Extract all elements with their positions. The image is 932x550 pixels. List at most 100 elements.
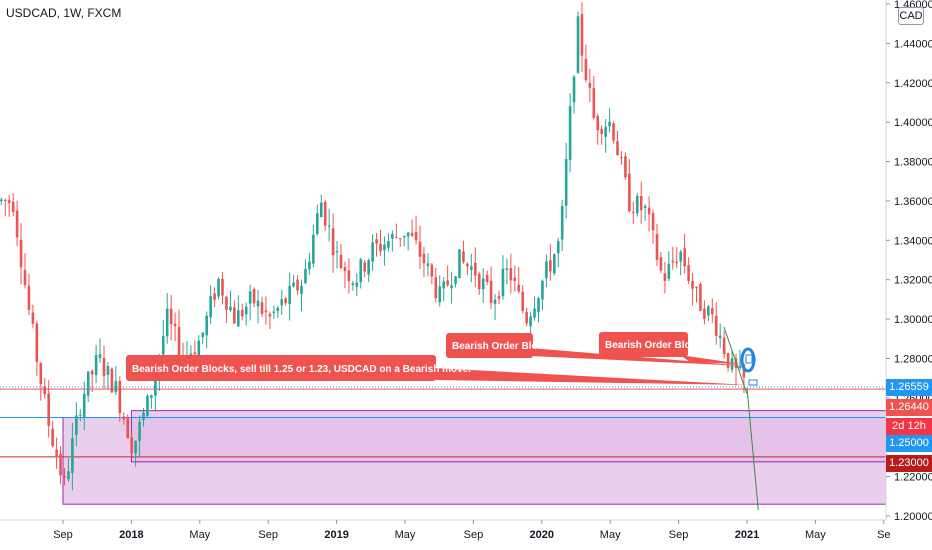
y-tick-label: 1.44000: [894, 38, 932, 50]
candle-body: [395, 237, 398, 239]
candle-body: [161, 335, 165, 355]
candle-body: [580, 14, 584, 56]
time-axis[interactable]: Sep 2018 May Sep 2019 May Sep 2020 May Sep 2021 May…: [53, 520, 891, 541]
callout-a-text: Bearish Order Block: [452, 341, 549, 352]
candle-body: [414, 232, 418, 241]
candle-body: [454, 276, 457, 285]
candle-body: [79, 414, 82, 416]
level-1-price-tag: 1.26440: [886, 399, 932, 416]
candle-body: [169, 308, 173, 325]
y-tick-label: 1.40000: [894, 117, 932, 129]
candle-body: [367, 260, 370, 275]
candle-body: [268, 313, 272, 317]
candle-body: [276, 307, 280, 312]
candle-body: [237, 310, 240, 327]
candle-body: [47, 393, 50, 426]
candle-body: [588, 83, 592, 88]
candle-body: [248, 291, 252, 304]
candle-body: [59, 453, 62, 476]
x-tick-label: May: [805, 529, 826, 541]
callout-b-pointer: [680, 355, 742, 364]
candle-body: [391, 233, 394, 239]
candle-body: [118, 381, 122, 414]
candle-body: [438, 286, 442, 303]
level-3-price-tag: 1.23000: [886, 455, 932, 472]
candle-body: [722, 337, 726, 355]
overlay-layer: [723, 326, 759, 511]
candle-body: [146, 395, 149, 417]
projection-line[interactable]: [746, 387, 759, 511]
candle-body: [470, 266, 473, 270]
candle-body: [173, 323, 177, 327]
x-tick-label: May: [395, 529, 416, 541]
y-tick-label: 1.46000: [894, 0, 932, 11]
candle-body: [312, 234, 315, 264]
candle-body: [272, 311, 276, 313]
candle-body: [359, 259, 363, 283]
x-tick-label: May: [600, 529, 621, 541]
candle-body: [142, 412, 145, 421]
candle-body: [422, 253, 426, 264]
symbol-title: USDCAD, 1W, FXCM: [6, 6, 122, 20]
candle-body: [406, 232, 410, 237]
candle-body: [165, 308, 169, 337]
candle-body: [426, 263, 430, 266]
candle-body: [288, 285, 291, 305]
candle-body: [197, 340, 201, 357]
candle-body: [233, 307, 236, 324]
candle-body: [23, 270, 27, 286]
candle-body: [616, 141, 619, 156]
candle-body: [86, 371, 90, 396]
x-tick-label: Sep: [258, 529, 278, 541]
callout-a[interactable]: [446, 333, 533, 358]
candle-body: [474, 262, 477, 276]
candle-body: [446, 280, 449, 286]
candle-body: [691, 281, 694, 289]
candle-body: [485, 274, 489, 283]
candle-body: [513, 277, 517, 281]
candle-body: [572, 76, 576, 103]
candle-body: [584, 58, 588, 81]
callout-main[interactable]: [126, 355, 436, 381]
candle-body: [541, 280, 544, 300]
candle-body: [726, 353, 730, 368]
candle-body: [663, 273, 667, 281]
candle-body: [316, 213, 319, 235]
candle-body: [430, 264, 434, 277]
candle-body: [351, 283, 355, 285]
candle-body: [651, 212, 655, 231]
price-axis[interactable]: 1.200001.220001.240001.260001.280001.300…: [886, 0, 932, 523]
x-tick-label: Se: [877, 529, 890, 541]
candle-body: [39, 363, 43, 385]
candle-body: [711, 308, 714, 315]
callout-b[interactable]: [599, 332, 688, 357]
candle-body: [11, 201, 15, 212]
candle-body: [545, 261, 548, 279]
candle-body: [177, 326, 181, 358]
candle-body: [31, 312, 35, 324]
candle-body: [639, 195, 643, 211]
candle-body: [564, 158, 568, 206]
candle-body: [560, 206, 564, 240]
candle-body: [154, 375, 157, 396]
candle-body: [347, 270, 351, 282]
level-2-price-tag: 1.25000: [886, 435, 932, 452]
candle-body: [402, 235, 406, 238]
order-block-zone[interactable]: [130, 410, 887, 463]
highlight-circle: [740, 347, 756, 373]
candle-body: [122, 416, 126, 420]
candle-body: [0, 199, 3, 201]
candle-body: [525, 312, 528, 324]
candle-body: [533, 308, 536, 318]
highlight-box: [745, 354, 753, 364]
candle-body: [624, 156, 627, 178]
candle-body: [418, 241, 422, 257]
y-tick-label: 1.42000: [894, 78, 932, 90]
candle-body: [256, 300, 260, 307]
projection-line-short[interactable]: [723, 326, 748, 395]
currency-badge[interactable]: CAD: [898, 7, 924, 25]
candle-body: [35, 323, 39, 362]
candle-body: [600, 128, 603, 134]
candle-body: [213, 293, 216, 300]
